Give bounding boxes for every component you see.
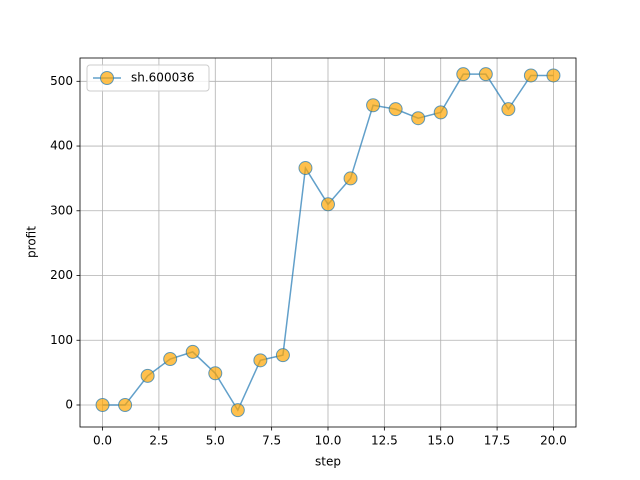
x-tick-label: 12.5 xyxy=(371,434,398,448)
legend-box xyxy=(86,64,210,92)
x-tick-label: 15.0 xyxy=(427,434,454,448)
point xyxy=(185,344,200,359)
x-tick-label: 10.0 xyxy=(315,434,342,448)
point xyxy=(230,403,245,418)
legend-marker xyxy=(100,71,114,85)
x-tick-label: 7.5 xyxy=(262,434,281,448)
x-tick-label: 5.0 xyxy=(206,434,225,448)
legend-label: sh.600036 xyxy=(131,71,194,85)
y-tick-label: 400 xyxy=(50,139,73,153)
y-tick-label: 200 xyxy=(50,268,73,282)
y-tick-label: 300 xyxy=(50,203,73,217)
point xyxy=(118,397,133,412)
point xyxy=(411,111,426,126)
point xyxy=(478,67,493,82)
point xyxy=(95,397,110,412)
point xyxy=(140,368,155,383)
point xyxy=(501,102,516,117)
legend: sh.600036 xyxy=(86,64,210,92)
point xyxy=(366,98,381,113)
point xyxy=(523,68,538,83)
point xyxy=(321,197,335,212)
point xyxy=(343,171,358,186)
point xyxy=(298,161,313,176)
point xyxy=(388,102,403,117)
point xyxy=(275,348,290,363)
point xyxy=(546,68,561,83)
y-tick-label: 500 xyxy=(50,74,73,88)
x-tick-label: 2.5 xyxy=(149,434,168,448)
x-tick-label: 20.0 xyxy=(540,434,567,448)
x-tick-label: 17.5 xyxy=(484,434,511,448)
point xyxy=(163,352,178,367)
y-tick-label: 100 xyxy=(50,333,73,347)
point xyxy=(208,366,223,381)
point xyxy=(253,353,268,368)
y-tick-label: 0 xyxy=(65,397,73,411)
point xyxy=(456,67,471,82)
y-axis-label: profit xyxy=(25,226,39,258)
x-axis-label: step xyxy=(315,455,341,469)
axes-frame xyxy=(79,57,577,428)
point xyxy=(433,105,448,120)
x-tick-label: 0.0 xyxy=(93,434,112,448)
